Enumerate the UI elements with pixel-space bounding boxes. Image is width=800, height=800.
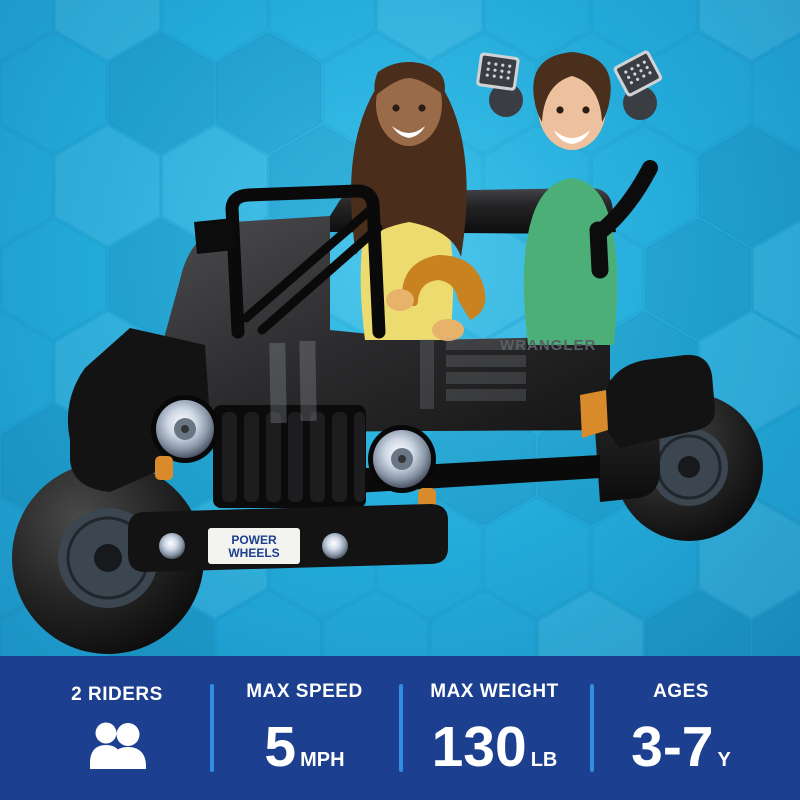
svg-text:WHEELS: WHEELS [228,546,279,560]
svg-text:WRANGLER: WRANGLER [500,337,596,354]
svg-text:POWER: POWER [231,533,277,547]
